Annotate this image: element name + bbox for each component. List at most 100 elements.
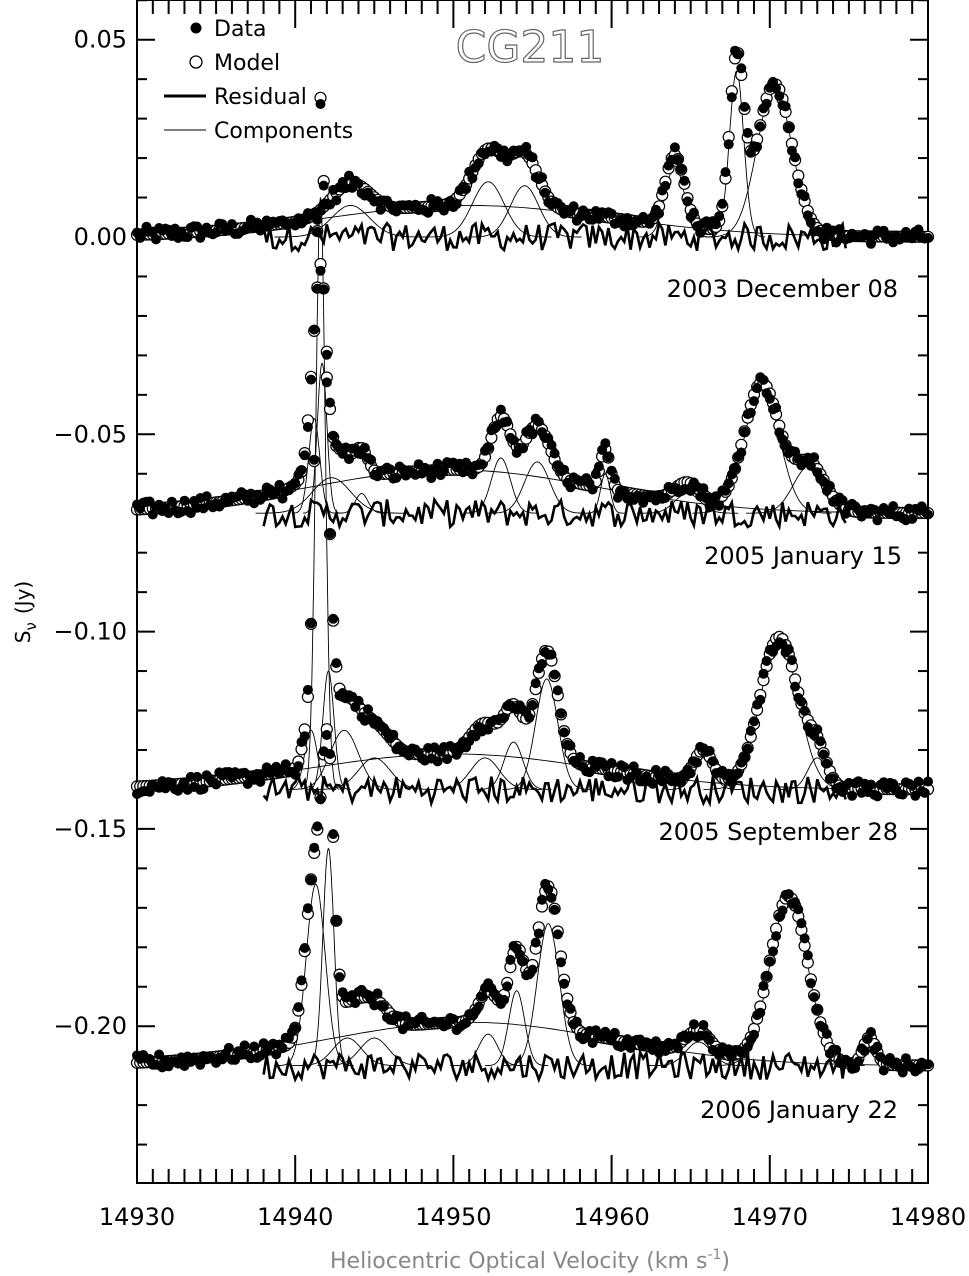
- data-point: [306, 374, 316, 385]
- data-point: [739, 426, 750, 437]
- data-point: [821, 1028, 832, 1039]
- data-point: [802, 950, 813, 961]
- y-tick-label: −0.05: [53, 420, 127, 448]
- data-point: [688, 207, 699, 218]
- component-curve: [704, 86, 845, 238]
- data-point: [211, 779, 222, 790]
- data-point: [685, 768, 696, 779]
- data-point: [518, 956, 528, 967]
- data-point: [271, 1049, 282, 1060]
- data-point: [546, 440, 557, 451]
- data-point: [331, 195, 342, 206]
- data-point: [749, 1029, 759, 1040]
- x-tick-label: 14950: [415, 1203, 491, 1231]
- component-curve: [462, 457, 539, 514]
- data-point: [866, 1027, 876, 1037]
- data-point: [306, 618, 316, 629]
- data-point: [502, 416, 513, 427]
- data-point: [385, 464, 396, 475]
- data-point: [786, 655, 797, 666]
- component-curve: [665, 757, 742, 790]
- data-point: [812, 1004, 823, 1015]
- data-point: [321, 377, 332, 388]
- data-point: [350, 998, 361, 1009]
- data-point: [723, 478, 734, 489]
- data-point: [325, 528, 335, 539]
- data-point: [796, 918, 807, 929]
- data-point: [530, 937, 541, 948]
- x-tick-label: 14930: [99, 1203, 175, 1231]
- data-point: [302, 903, 313, 914]
- data-point: [897, 789, 908, 800]
- residual-curves: [262, 219, 847, 1084]
- data-point: [426, 473, 437, 484]
- tick-labels: 14930 14940 14950 14960 14970 14980 0.05 0.00 −0…: [53, 26, 966, 1231]
- data-point: [549, 448, 560, 459]
- data-point: [533, 416, 544, 427]
- data-point: [147, 509, 158, 520]
- data-point: [783, 122, 794, 133]
- data-point: [818, 749, 829, 760]
- data-point: [546, 649, 557, 660]
- data-point: [549, 904, 560, 915]
- data-point: [299, 450, 310, 461]
- data-point: [467, 469, 478, 480]
- data-point: [502, 981, 513, 992]
- data-point: [302, 684, 313, 695]
- data-point: [755, 121, 766, 132]
- data-point: [673, 1043, 683, 1054]
- residual-curve: [262, 1047, 847, 1084]
- data-point: [805, 978, 816, 989]
- data-point: [755, 1007, 766, 1018]
- data-point: [612, 771, 623, 782]
- residual-curve: [262, 496, 847, 531]
- data-point: [438, 465, 449, 476]
- data-point: [552, 929, 563, 940]
- legend-data-label: Data: [214, 17, 267, 42]
- y-axis-title-sub: ν: [22, 622, 40, 630]
- data-point: [334, 972, 345, 983]
- data-point: [559, 727, 570, 738]
- data-point: [821, 758, 832, 769]
- component-curve: [475, 741, 552, 790]
- y-axis-title: Sν (Jy): [11, 581, 40, 643]
- data-point: [363, 704, 373, 715]
- data-point: [302, 422, 313, 432]
- component-curve: [485, 990, 549, 1067]
- data-point: [476, 991, 487, 1002]
- component-curve: [467, 185, 582, 238]
- data-point: [704, 1034, 715, 1045]
- data-point: [878, 1065, 889, 1076]
- data-point: [676, 164, 687, 175]
- data-point: [809, 452, 820, 463]
- component-curve: [486, 461, 588, 514]
- data-point: [660, 1046, 671, 1056]
- y-tick-label: −0.15: [53, 815, 127, 843]
- data-point: [249, 1041, 260, 1052]
- data-point: [866, 238, 876, 249]
- data-point: [733, 768, 744, 779]
- data-point: [742, 127, 753, 138]
- data-point: [230, 1054, 241, 1065]
- data-points: [132, 45, 933, 1078]
- data-point: [527, 152, 538, 163]
- data-point: [679, 175, 690, 186]
- data-point: [847, 790, 858, 801]
- data-point: [299, 943, 310, 953]
- x-tick-label: 14960: [573, 1203, 649, 1231]
- data-point: [714, 500, 725, 511]
- panel-label-4: 2006 January 22: [700, 1096, 898, 1124]
- data-point: [631, 768, 642, 779]
- data-point: [619, 762, 630, 773]
- data-point: [537, 894, 547, 905]
- data-point: [799, 191, 810, 202]
- data-point: [783, 889, 794, 900]
- data-point: [749, 396, 759, 407]
- data-point: [603, 452, 614, 463]
- axis-ticks: [136, 0, 929, 1183]
- component-curve: [277, 883, 354, 1067]
- data-point: [682, 196, 693, 207]
- data-point: [609, 473, 620, 484]
- data-point: [606, 465, 617, 476]
- data-point: [540, 187, 551, 198]
